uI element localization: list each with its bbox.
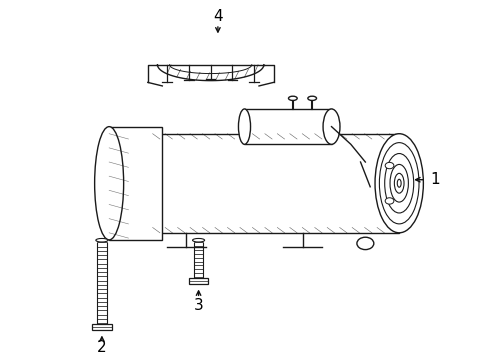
Ellipse shape xyxy=(307,96,316,100)
Ellipse shape xyxy=(192,238,204,242)
Bar xyxy=(188,278,208,284)
Text: 4: 4 xyxy=(213,9,222,24)
Text: 2: 2 xyxy=(97,340,106,355)
Ellipse shape xyxy=(288,96,297,100)
Ellipse shape xyxy=(323,109,339,144)
Bar xyxy=(244,109,331,144)
Ellipse shape xyxy=(356,237,373,249)
Bar xyxy=(109,127,162,240)
Ellipse shape xyxy=(96,238,108,242)
Ellipse shape xyxy=(238,109,250,144)
Ellipse shape xyxy=(95,127,123,240)
Ellipse shape xyxy=(385,198,393,204)
Ellipse shape xyxy=(374,134,423,233)
Bar xyxy=(92,324,111,330)
Ellipse shape xyxy=(385,162,393,169)
Text: 3: 3 xyxy=(193,298,203,313)
Text: 1: 1 xyxy=(430,172,439,187)
Bar xyxy=(147,134,398,233)
